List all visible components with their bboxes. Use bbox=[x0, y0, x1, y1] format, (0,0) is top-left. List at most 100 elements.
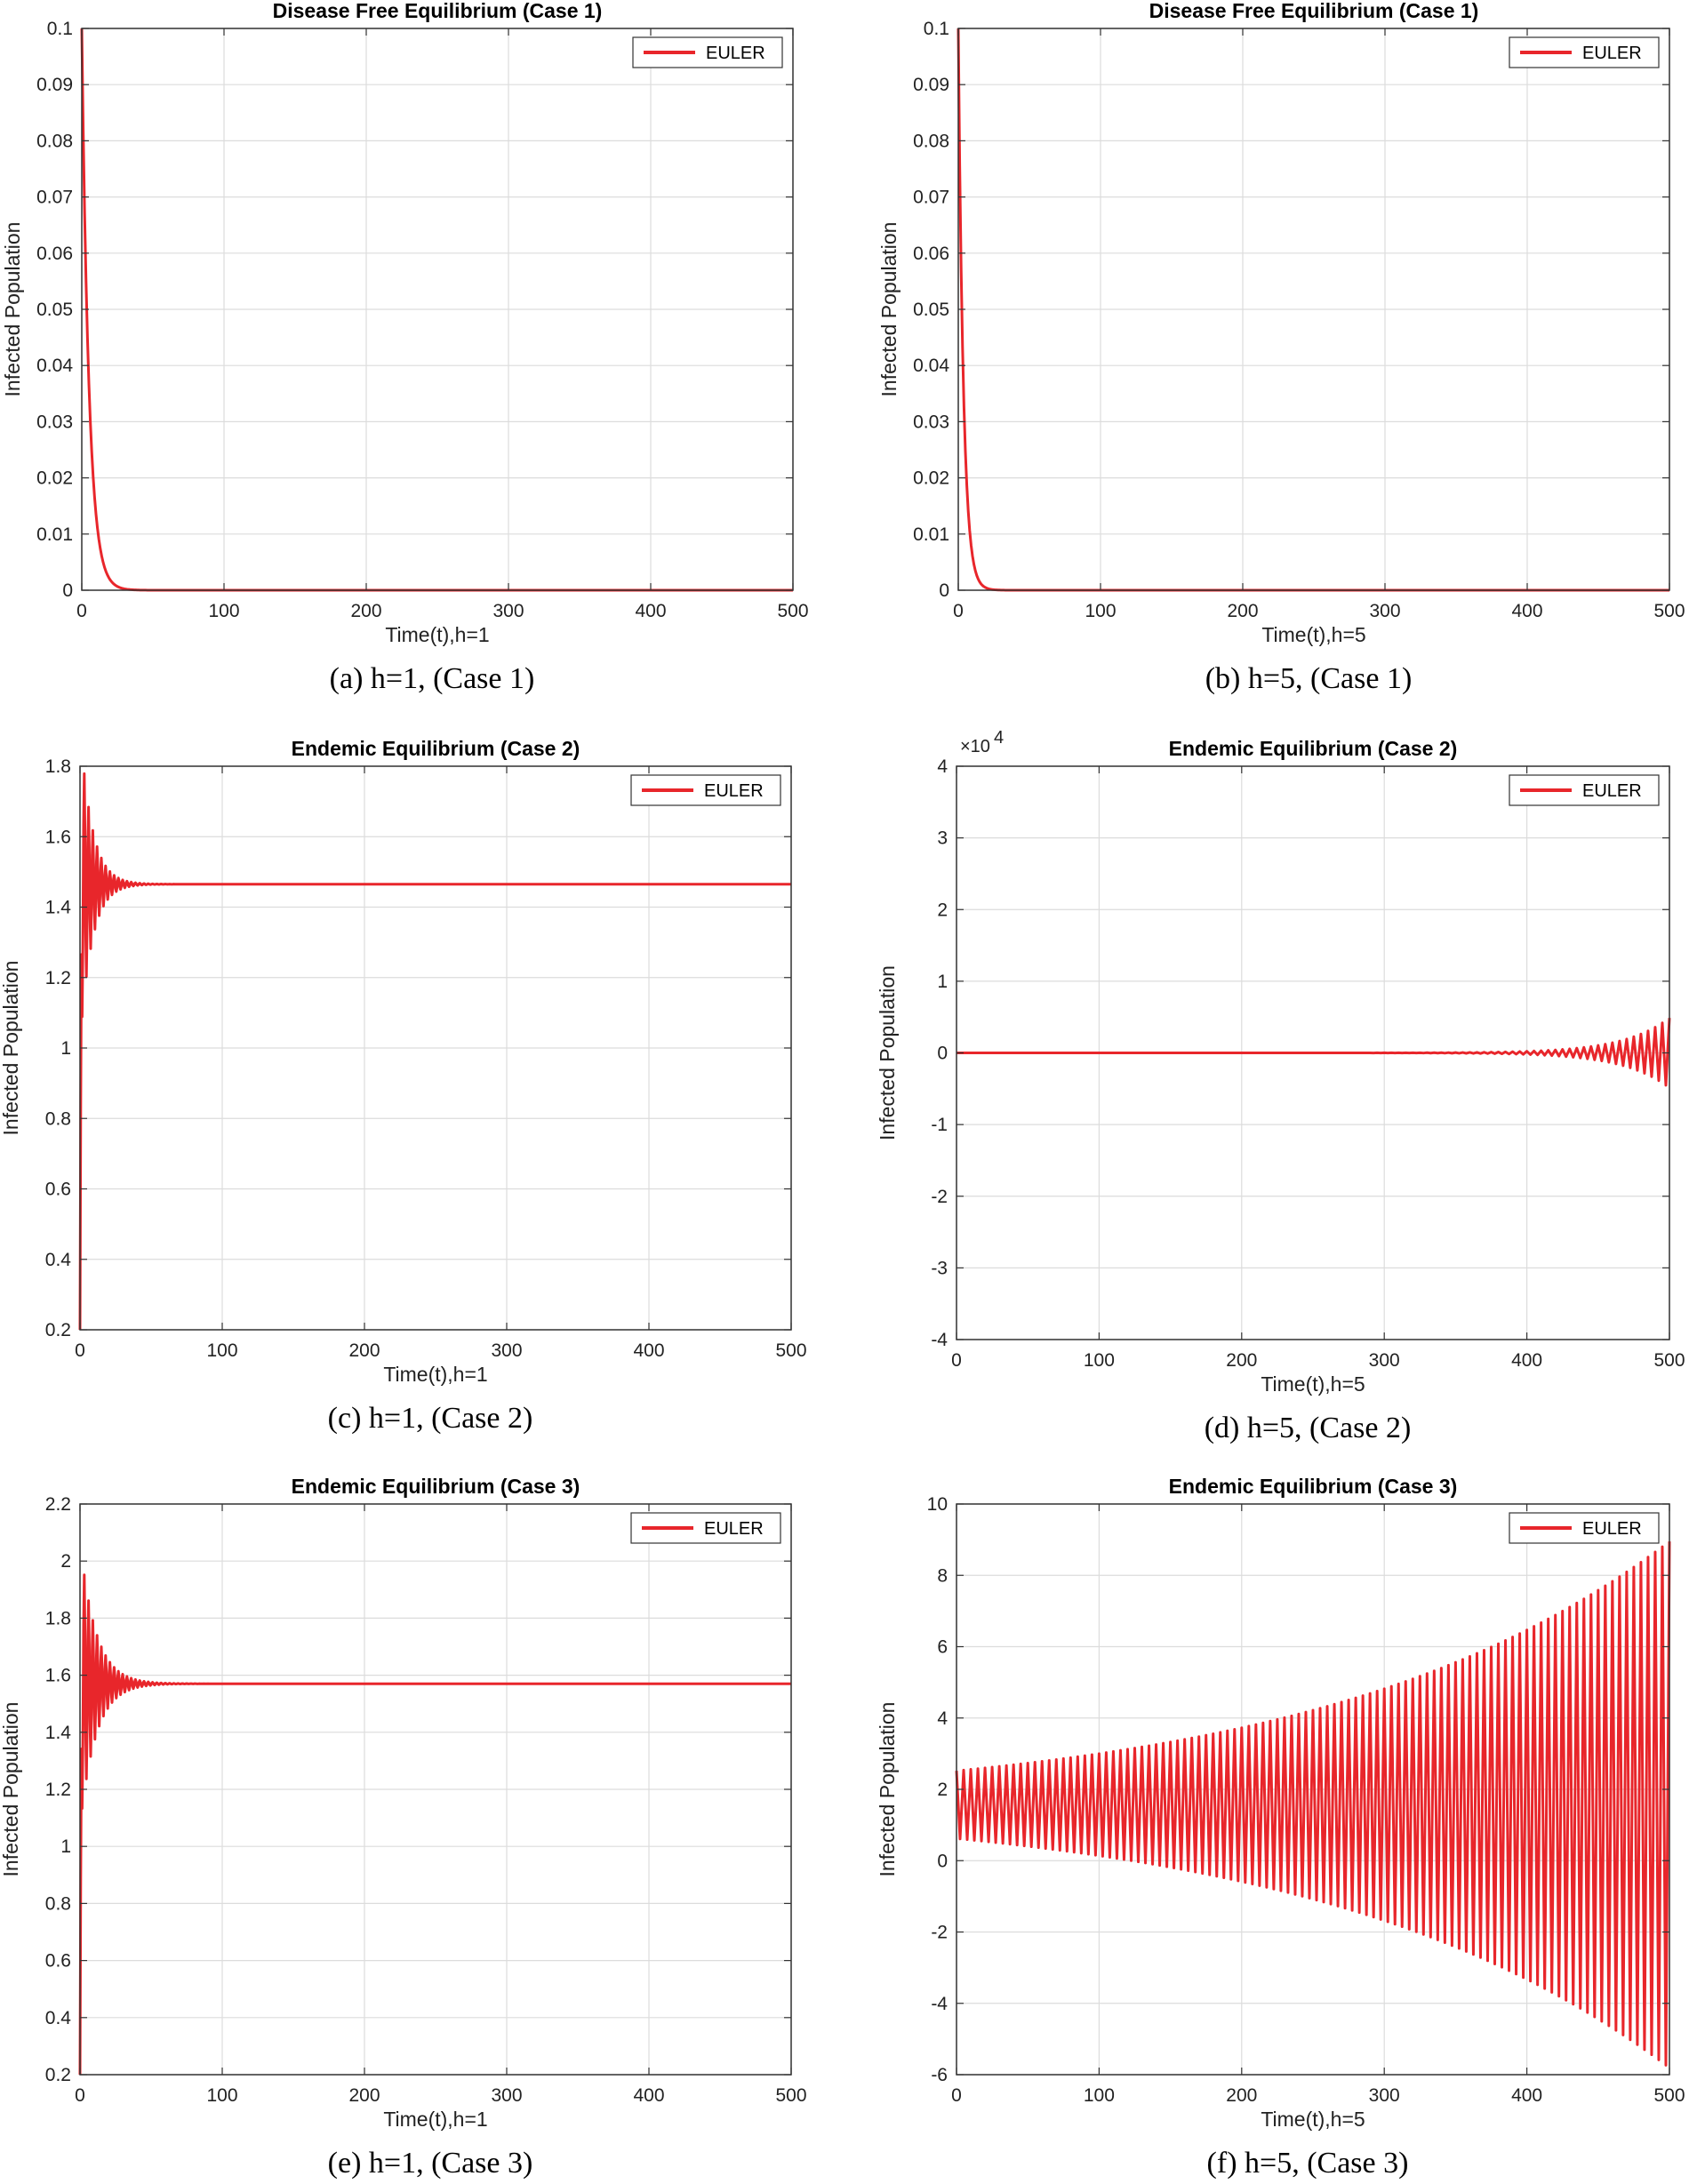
x-tick-label: 500 bbox=[1653, 601, 1685, 621]
x-tick-label: 200 bbox=[348, 2085, 380, 2106]
y-tick-label: 0.4 bbox=[45, 2008, 72, 2028]
chart-e: 0 100 200 300 400 500 0.2 0.4 0.6 0.8 1 1.2 1.4 1.6 1.… bbox=[0, 1475, 807, 2180]
x-tick-label: 200 bbox=[350, 601, 381, 621]
y-tick-label: -2 bbox=[931, 1187, 948, 1207]
x-axis-label: Time(t),h=5 bbox=[1261, 623, 1365, 646]
x-tick-label: 0 bbox=[75, 2085, 85, 2106]
x-axis-label: Time(t),h=1 bbox=[385, 623, 489, 646]
x-tick-label: 400 bbox=[635, 601, 666, 621]
y-tick-label: 2 bbox=[937, 900, 948, 920]
figure-caption: (b) h=5, (Case 1) bbox=[1205, 662, 1413, 695]
x-tick-label: 100 bbox=[206, 2085, 237, 2106]
y-tick-label: 0.09 bbox=[913, 75, 949, 95]
x-tick-label: 200 bbox=[1226, 1350, 1257, 1371]
y-tick-label: 1.8 bbox=[45, 1608, 71, 1628]
y-tick-label: -2 bbox=[931, 1923, 948, 1943]
y-tick-label: 0 bbox=[937, 1044, 948, 1064]
y-tick-label: 0.1 bbox=[924, 19, 949, 39]
chart-a: 0 100 200 300 400 500 0 0.01 0.02 0.03 0.04 0.05 0.0… bbox=[1, 0, 809, 695]
chart-title: Endemic Equilibrium (Case 2) bbox=[292, 737, 580, 760]
x-tick-label: 500 bbox=[1653, 1350, 1685, 1371]
y-tick-label: 0.6 bbox=[45, 1180, 71, 1200]
x-tick-label: 400 bbox=[1511, 1350, 1542, 1371]
chart-c: 0 100 200 300 400 5000.20.40.60.811.21.41.61.… bbox=[0, 737, 807, 1435]
legend-label: EULER bbox=[704, 1519, 764, 1539]
chart-title: Disease Free Equilibrium (Case 1) bbox=[1149, 0, 1479, 22]
x-tick-label: 0 bbox=[75, 1340, 85, 1361]
x-tick-label: 300 bbox=[1369, 1350, 1400, 1371]
x-axis-label: Time(t),h=5 bbox=[1261, 1372, 1365, 1396]
legend-label: EULER bbox=[706, 44, 765, 63]
x-tick-label: 400 bbox=[1511, 601, 1542, 621]
y-tick-label: 1.6 bbox=[45, 1666, 71, 1686]
chart-title: Endemic Equilibrium (Case 3) bbox=[292, 1475, 580, 1498]
y-tick-label: 0 bbox=[939, 580, 949, 601]
x-axis-label: Time(t),h=1 bbox=[383, 2108, 487, 2131]
x-tick-label: 100 bbox=[1084, 2085, 1115, 2106]
y-tick-label: 0.4 bbox=[45, 1250, 72, 1270]
y-tick-label: 1.6 bbox=[45, 827, 71, 847]
y-tick-label: 0.03 bbox=[36, 412, 73, 432]
y-tick-label: 0.02 bbox=[36, 468, 73, 489]
y-tick-label: 4 bbox=[937, 1708, 948, 1729]
figure-caption: (f) h=5, (Case 3) bbox=[1207, 2147, 1409, 2180]
y-tick-label: 0.09 bbox=[36, 75, 73, 95]
x-axis-label: Time(t),h=5 bbox=[1261, 2108, 1365, 2131]
y-axis-label: Infected Population bbox=[876, 1702, 899, 1877]
y-tick-label: 0 bbox=[62, 580, 73, 601]
y-tick-label: 2 bbox=[937, 1780, 948, 1800]
y-multiplier-exponent: 4 bbox=[994, 728, 1004, 748]
x-tick-label: 500 bbox=[1653, 2085, 1685, 2106]
y-tick-label: 0.04 bbox=[36, 356, 73, 376]
y-axis-label: Infected Population bbox=[0, 961, 22, 1136]
x-tick-label: 400 bbox=[633, 2085, 664, 2106]
y-tick-label: 0.8 bbox=[45, 1893, 71, 1914]
y-multiplier: ×10 bbox=[960, 737, 990, 756]
y-tick-label: 1 bbox=[60, 1836, 71, 1857]
y-tick-label: 0.04 bbox=[913, 356, 949, 376]
x-tick-label: 300 bbox=[1369, 601, 1400, 621]
y-tick-label: 3 bbox=[937, 828, 948, 849]
x-tick-label: 300 bbox=[492, 601, 524, 621]
chart-title: Endemic Equilibrium (Case 2) bbox=[1169, 737, 1458, 760]
x-tick-label: 300 bbox=[1369, 2085, 1400, 2106]
legend-label: EULER bbox=[1582, 1519, 1642, 1539]
y-tick-label: 0.08 bbox=[913, 131, 949, 151]
y-tick-label: 10 bbox=[927, 1494, 948, 1515]
x-tick-label: 0 bbox=[951, 1350, 962, 1371]
y-tick-label: 8 bbox=[937, 1565, 948, 1586]
y-axis-label: Infected Population bbox=[876, 965, 899, 1140]
y-tick-label: 0.03 bbox=[913, 412, 949, 432]
x-tick-label: 0 bbox=[76, 601, 87, 621]
legend-label: EULER bbox=[704, 781, 764, 801]
y-tick-label: 0.02 bbox=[913, 468, 949, 489]
x-tick-label: 300 bbox=[491, 2085, 522, 2106]
x-tick-label: 100 bbox=[206, 1340, 237, 1361]
y-tick-label: 0.8 bbox=[45, 1108, 71, 1129]
x-tick-label: 0 bbox=[951, 2085, 962, 2106]
y-tick-label: 0 bbox=[937, 1851, 948, 1871]
x-tick-label: 100 bbox=[1084, 1350, 1115, 1371]
figure-caption: (d) h=5, (Case 2) bbox=[1205, 1412, 1412, 1444]
x-tick-label: 500 bbox=[775, 2085, 806, 2106]
y-tick-label: 0.2 bbox=[45, 2065, 71, 2085]
x-tick-label: 200 bbox=[1226, 2085, 1257, 2106]
y-tick-label: 2.2 bbox=[45, 1494, 71, 1515]
y-tick-label: 0.05 bbox=[913, 300, 949, 320]
x-tick-label: 500 bbox=[777, 601, 808, 621]
chart-title: Disease Free Equilibrium (Case 1) bbox=[273, 0, 603, 22]
y-tick-label: 0.08 bbox=[36, 131, 73, 151]
legend-label: EULER bbox=[1582, 781, 1642, 801]
x-tick-label: 100 bbox=[1085, 601, 1116, 621]
y-tick-label: -3 bbox=[931, 1258, 948, 1278]
y-axis-label: Infected Population bbox=[877, 222, 901, 397]
y-tick-label: 6 bbox=[937, 1637, 948, 1658]
y-tick-label: 1.8 bbox=[45, 756, 71, 777]
y-tick-label: 0.06 bbox=[913, 244, 949, 264]
y-tick-label: -1 bbox=[931, 1115, 948, 1135]
y-tick-label: -4 bbox=[931, 1330, 948, 1350]
y-tick-label: 0.6 bbox=[45, 1951, 71, 1972]
legend-label: EULER bbox=[1582, 44, 1642, 63]
figure-canvas: 0 100 200 300 400 50000.010.020.030.040.050.0… bbox=[0, 0, 1689, 2184]
y-tick-label: 0.1 bbox=[47, 19, 73, 39]
